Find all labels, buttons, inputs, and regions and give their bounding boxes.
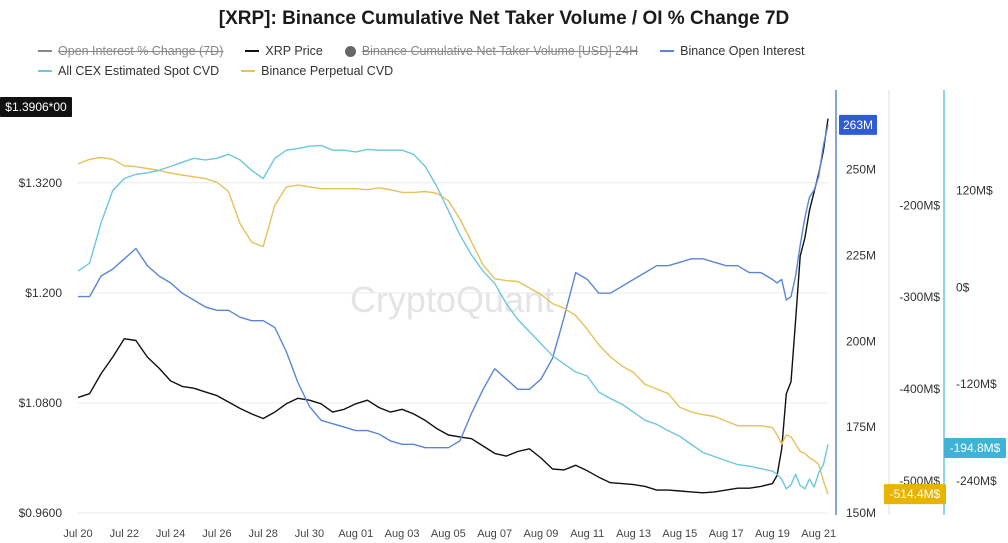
x-axis-tick-label: Aug 07 xyxy=(477,528,512,540)
series-line-xrp-price xyxy=(77,118,829,494)
legend-swatch xyxy=(38,50,52,52)
oi-axis-tick-label: 200M xyxy=(846,334,876,348)
oi-axis-tick-label: 225M xyxy=(846,248,876,262)
x-axis-tick-label: Aug 19 xyxy=(755,528,790,540)
x-axis-tick-label: Aug 01 xyxy=(338,528,373,540)
x-axis-tick-label: Jul 22 xyxy=(110,528,139,540)
oi-axis-tick-label: 250M xyxy=(846,163,876,177)
legend-item-open-interest-change-7d[interactable]: Open Interest % Change (7D) xyxy=(38,42,223,60)
perp-cvd-axis-tick-label: -400M$ xyxy=(899,382,940,396)
price-axis-tick-label: $0.9600 xyxy=(19,506,63,520)
legend-label: Open Interest % Change (7D) xyxy=(58,44,224,58)
series-line-all-cex-estimated-spot-cvd xyxy=(77,144,829,490)
price-axis-tick-label: $1.200 xyxy=(25,286,62,300)
perp-cvd-axis-tick-label: -300M$ xyxy=(899,290,940,304)
perp-cvd-current-tag-bg xyxy=(884,484,946,505)
spot-cvd-axis-tick-label: 0$ xyxy=(956,280,970,294)
legend-item-all-cex-estimated-spot-cvd[interactable]: All CEX Estimated Spot CVD xyxy=(38,62,219,80)
x-axis-tick-label: Jul 24 xyxy=(156,528,185,540)
legend-label: Binance Perpetual CVD xyxy=(261,64,394,78)
price-axis-tick-label: $1.0800 xyxy=(19,396,63,410)
x-axis-tick-label: Jul 20 xyxy=(63,528,92,540)
x-axis-tick-label: Aug 15 xyxy=(662,528,697,540)
legend-swatch xyxy=(344,45,356,57)
watermark: CryptoQuant xyxy=(350,279,554,320)
legend-swatch xyxy=(38,70,52,72)
x-axis-tick-label: Aug 09 xyxy=(524,528,559,540)
perp-cvd-current-tag: -514.4M$ xyxy=(890,487,941,501)
chart-title: [XRP]: Binance Cumulative Net Taker Volu… xyxy=(218,8,790,29)
oi-current-tag: 263M xyxy=(843,118,873,132)
series-line-binance-open-interest xyxy=(78,124,829,449)
spot-cvd-axis-tick-label: -120M$ xyxy=(956,377,997,391)
x-axis-tick-label: Jul 28 xyxy=(249,528,278,540)
price-current-tag-bg xyxy=(0,97,72,117)
oi-current-tag-bg xyxy=(839,114,877,135)
spot-cvd-axis-tick-label: 120M$ xyxy=(956,184,993,198)
legend-label: XRP Price xyxy=(265,44,323,58)
legend-swatch xyxy=(660,50,675,52)
legend-label: Binance Cumulative Net Taker Volume [USD… xyxy=(361,44,639,58)
spot-cvd-current-tag: -194.8M$ xyxy=(950,441,1001,455)
legend-label: All CEX Estimated Spot CVD xyxy=(58,64,220,78)
legend-swatch xyxy=(241,70,256,72)
legend-item-binance-open-interest[interactable]: Binance Open Interest xyxy=(660,42,805,60)
spot-cvd-current-tag-bg xyxy=(944,438,1006,458)
legend-item-xrp-price[interactable]: XRP Price xyxy=(245,42,323,60)
x-axis-tick-label: Aug 03 xyxy=(385,528,420,540)
perp-cvd-axis-tick-label: -200M$ xyxy=(899,198,940,212)
oi-axis-tick-label: 175M xyxy=(846,420,876,434)
legend-item-binance-perpetual-cvd[interactable]: Binance Perpetual CVD xyxy=(241,62,393,80)
spot-cvd-axis-tick-label: -240M$ xyxy=(956,474,997,488)
x-axis-tick-label: Aug 11 xyxy=(570,528,604,540)
series-line-binance-perpetual-cvd xyxy=(77,156,829,495)
price-axis-tick-label: $1.3200 xyxy=(19,176,63,190)
legend-label: Binance Open Interest xyxy=(680,44,805,58)
x-axis-tick-label: Aug 17 xyxy=(709,528,744,540)
oi-axis-tick-label: 150M xyxy=(846,506,876,520)
x-axis-tick-label: Aug 13 xyxy=(616,528,651,540)
x-axis-tick-label: Aug 05 xyxy=(431,528,466,540)
x-axis-tick-label: Aug 21 xyxy=(801,528,836,540)
legend-swatch xyxy=(245,50,260,52)
price-current-tag: $1.3906*00 xyxy=(5,100,67,114)
x-axis-tick-label: Jul 26 xyxy=(202,528,231,540)
chart-legend: Open Interest % Change (7D) XRP Price Bina… xyxy=(38,42,988,80)
legend-item-binance-cumulative-net-taker-volume-usd-24h[interactable]: Binance Cumulative Net Taker Volume [USD… xyxy=(344,42,639,60)
x-axis-tick-label: Jul 30 xyxy=(295,528,324,540)
